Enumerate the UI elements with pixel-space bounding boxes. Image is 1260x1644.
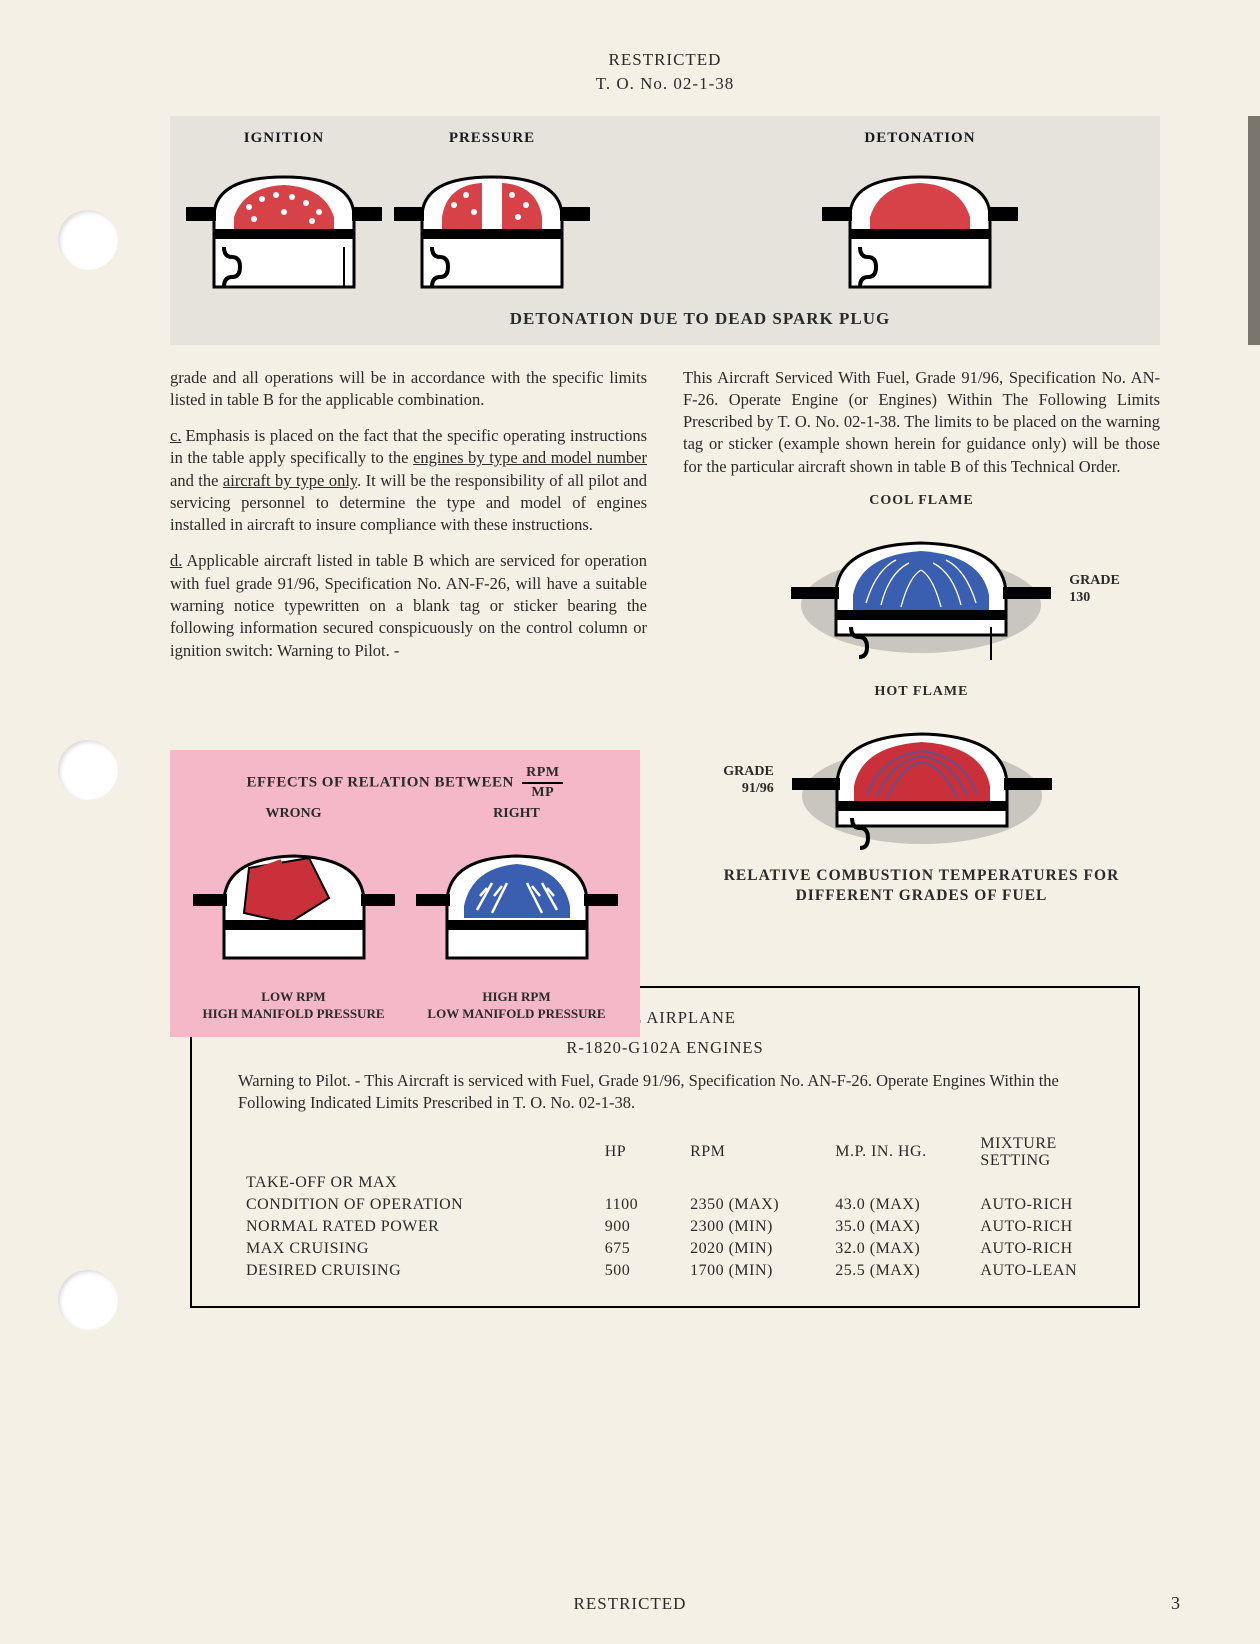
- para-b-cont: grade and all operations will be in acco…: [170, 367, 647, 412]
- grade-9196-label: GRADE91/96: [723, 764, 774, 798]
- pink-wrong: WRONG LOW RPM HIGH MANIFOLD PRESSURE: [182, 804, 405, 1023]
- grade-130-label: GRADE130: [1069, 573, 1120, 607]
- cyl-pressure: PRESSURE: [388, 130, 596, 337]
- page-number: 3: [1171, 1593, 1180, 1614]
- table-row: NORMAL RATED POWER9002300 (MIN)35.0 (MAX…: [238, 1216, 1092, 1238]
- para-d: d.Applicable aircraft listed in table B …: [170, 550, 647, 661]
- wb-para: Warning to Pilot. - This Aircraft is ser…: [238, 1070, 1092, 1115]
- table-header-row: HP RPM M.P. IN. HG. MIXTURESETTING: [238, 1133, 1092, 1172]
- cyl-detonation: DETONATION DETONATION DUE TO DEAD SPARK …: [596, 130, 1244, 337]
- page-header: RESTRICTED T. O. No. 02-1-38: [170, 48, 1160, 96]
- para-c: c.Emphasis is placed on the fact that th…: [170, 425, 647, 536]
- limits-table: HP RPM M.P. IN. HG. MIXTURESETTING TAKE-…: [238, 1133, 1092, 1282]
- cyl-ignition: IGNITION: [180, 130, 388, 337]
- combustion-temp-figure: COOL FLAME GRADE: [683, 492, 1160, 906]
- wb-title2: R-1820-G102A ENGINES: [238, 1038, 1092, 1058]
- table-row: TAKE-OFF OR MAX: [238, 1172, 1092, 1194]
- rpm-mp-figure: EFFECTS OF RELATION BETWEEN RPM MP WRONG: [170, 750, 640, 1037]
- para-right: This Aircraft Serviced With Fuel, Grade …: [683, 367, 1160, 478]
- detonation-figure-panel: IGNITION PRESSURE: [170, 116, 1160, 345]
- pink-title: EFFECTS OF RELATION BETWEEN RPM MP: [182, 766, 628, 800]
- classification-top: RESTRICTED: [170, 48, 1160, 72]
- detonation-caption: DETONATION DUE TO DEAD SPARK PLUG: [380, 309, 1020, 329]
- table-row: MAX CRUISING6752020 (MIN)32.0 (MAX)AUTO-…: [238, 1238, 1092, 1260]
- doc-number: T. O. No. 02-1-38: [170, 72, 1160, 96]
- right-column: This Aircraft Serviced With Fuel, Grade …: [683, 367, 1160, 906]
- classification-bottom: RESTRICTED: [0, 1594, 1260, 1614]
- combustion-temp-caption: RELATIVE COMBUSTION TEMPERATURES FOR DIF…: [683, 866, 1160, 906]
- table-row: DESIRED CRUISING5001700 (MIN)25.5 (MAX)A…: [238, 1260, 1092, 1282]
- table-row: CONDITION OF OPERATION11002350 (MAX)43.0…: [238, 1194, 1092, 1216]
- pink-wrong-cap: LOW RPM HIGH MANIFOLD PRESSURE: [182, 989, 405, 1023]
- pink-right: RIGHT HIGH RPM LOW MANIFOLD PRESSUR: [405, 804, 628, 1023]
- pink-right-cap: HIGH RPM LOW MANIFOLD PRESSURE: [405, 989, 628, 1023]
- cyl-proper-combustion: PROPERCOMBUSTION: [1248, 116, 1260, 345]
